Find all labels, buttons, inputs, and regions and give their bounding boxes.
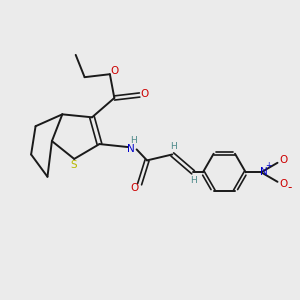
Text: N: N	[128, 143, 135, 154]
Text: O: O	[130, 183, 138, 193]
Text: -: -	[288, 181, 292, 194]
Text: O: O	[110, 66, 118, 76]
Text: N: N	[260, 167, 268, 177]
Text: O: O	[279, 179, 288, 189]
Text: H: H	[170, 142, 177, 151]
Text: O: O	[279, 155, 288, 165]
Text: +: +	[266, 161, 272, 170]
Text: H: H	[190, 176, 197, 185]
Text: O: O	[141, 89, 149, 99]
Text: H: H	[130, 136, 136, 145]
Text: S: S	[70, 160, 77, 170]
